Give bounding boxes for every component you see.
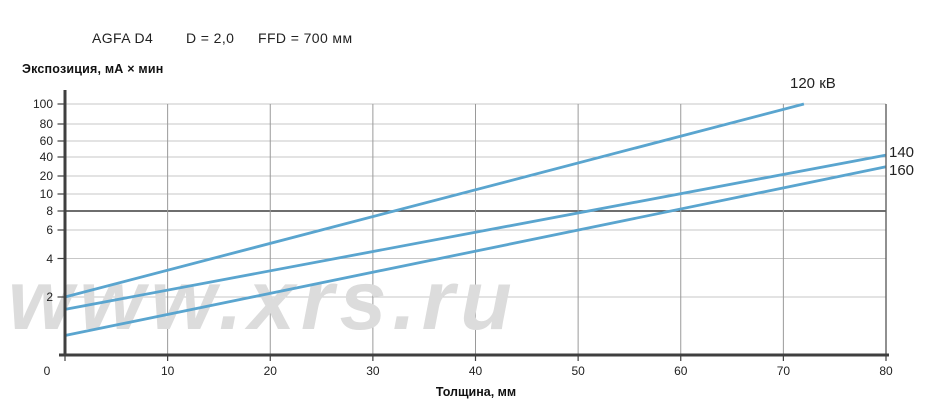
film-type-label: AGFA D4 — [92, 30, 154, 46]
series-line-140-кв — [64, 153, 887, 311]
x-axis-title: Толщина, мм — [435, 385, 517, 399]
ffd-label: FFD = 700 мм — [258, 30, 353, 46]
y-axis-title: Экспозиция, мА × мин — [22, 62, 164, 76]
series-label-120kv: 120 кВ — [790, 75, 836, 92]
series-line-160-кв — [64, 165, 887, 337]
series-label-160kv: 160 — [889, 162, 915, 179]
series-line-120-кв — [64, 102, 805, 299]
density-label: D = 2,0 — [186, 30, 235, 46]
series-label-140kv: 140 — [889, 144, 915, 161]
